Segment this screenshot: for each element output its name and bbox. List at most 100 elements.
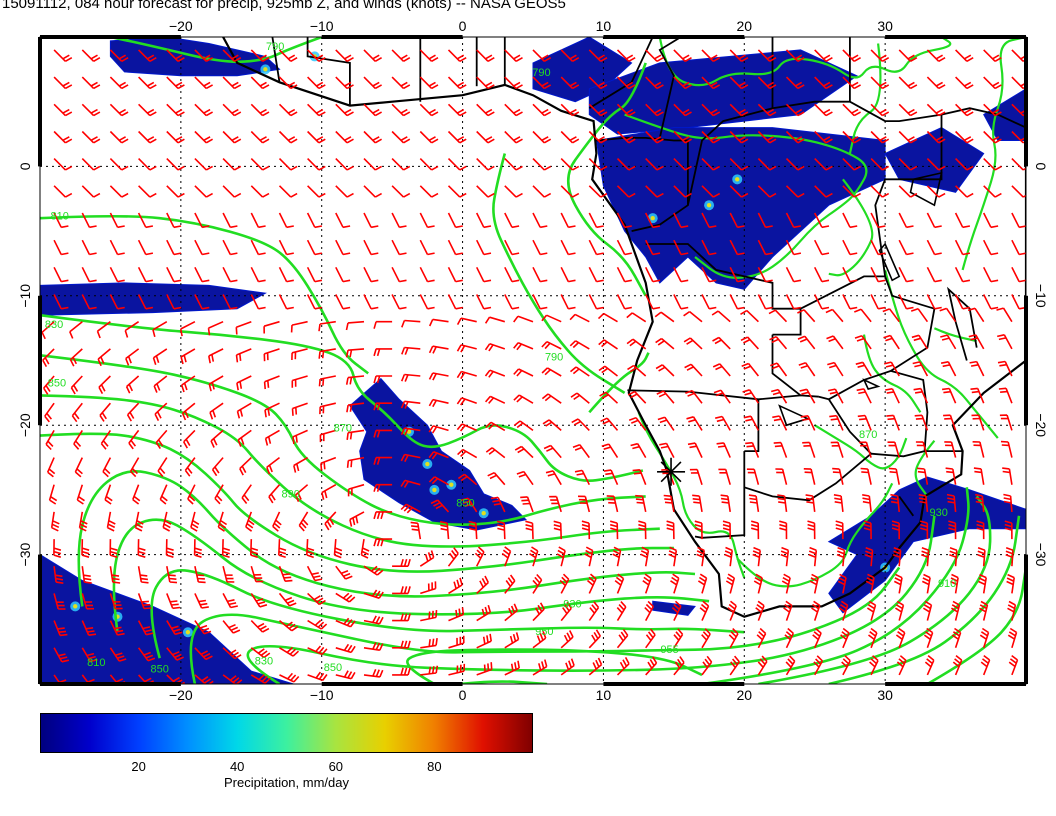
- wind-barb: [616, 185, 636, 198]
- wind-barb: [53, 130, 73, 144]
- wind-barb: [886, 414, 900, 431]
- wind-barb: [235, 320, 252, 335]
- coastline: [222, 37, 1026, 618]
- wind-barb: [222, 103, 242, 117]
- colorbar-tick: 60: [328, 759, 344, 774]
- lat-tick-right: −20: [1033, 413, 1049, 437]
- wind-barb: [194, 158, 213, 171]
- wind-barb: [250, 212, 266, 229]
- wind-barb: [572, 443, 590, 459]
- wind-barb: [543, 444, 562, 459]
- wind-barb: [842, 266, 858, 283]
- wind-barb: [842, 103, 861, 117]
- wind-barb: [729, 158, 749, 171]
- contour-label: 850: [48, 377, 66, 389]
- wind-barb: [1004, 520, 1013, 540]
- wind-barb: [813, 655, 824, 676]
- precip-core: [449, 482, 454, 487]
- wind-barb: [109, 49, 129, 62]
- wind-barb: [400, 427, 421, 436]
- wind-barb: [560, 130, 580, 144]
- wind-barb: [391, 158, 411, 171]
- wind-barb: [363, 130, 382, 144]
- wind-barb: [627, 390, 647, 404]
- wind-barb: [757, 239, 773, 256]
- wind-barb: [655, 364, 675, 377]
- wind-barb: [940, 361, 957, 377]
- wind-barb: [504, 130, 523, 144]
- wind-barb: [785, 130, 805, 144]
- wind-barb: [757, 655, 768, 676]
- wind-barb: [504, 185, 523, 198]
- wind-barb: [628, 416, 647, 431]
- wind-barb: [898, 185, 918, 198]
- wind-barb: [541, 393, 562, 404]
- wind-barb: [809, 573, 819, 594]
- lon-tick-top: 10: [596, 18, 612, 34]
- wind-barb: [513, 341, 534, 351]
- wind-barb: [513, 394, 534, 404]
- wind-barb: [757, 158, 777, 171]
- wind-barb: [968, 334, 985, 350]
- wind-barb: [504, 603, 518, 622]
- wind-barb: [166, 49, 185, 62]
- country-border: [828, 369, 929, 458]
- wind-barb: [428, 451, 449, 460]
- contour-label: 950: [535, 626, 553, 638]
- contour-label: 850: [456, 498, 474, 510]
- contour-line-land: [933, 327, 977, 343]
- wind-barb: [773, 441, 788, 458]
- wind-barb: [222, 566, 235, 583]
- wind-barb: [842, 130, 861, 144]
- wind-barb: [926, 130, 946, 144]
- wind-barb: [194, 674, 214, 684]
- wind-barb: [250, 158, 270, 171]
- wind-barb: [241, 484, 252, 504]
- wind-barb: [785, 294, 802, 310]
- wind-barb: [419, 185, 439, 198]
- wind-barb: [124, 321, 140, 338]
- wind-barb: [222, 49, 242, 62]
- wind-barb: [757, 49, 777, 62]
- wind-barb: [504, 76, 523, 90]
- colorbar-label: Precipitation, mm/day: [224, 775, 349, 790]
- wind-barb: [870, 130, 890, 144]
- wind-barb: [194, 294, 210, 310]
- wind-barb: [750, 520, 760, 540]
- wind-barb: [712, 336, 731, 350]
- wind-barb: [128, 429, 140, 450]
- wind-barb: [814, 76, 833, 90]
- wind-barb: [456, 370, 477, 380]
- wind-barb: [885, 388, 900, 404]
- wind-barb: [504, 212, 520, 229]
- wind-barb: [98, 375, 111, 394]
- wind-barb: [797, 335, 816, 350]
- wind-barb: [532, 158, 552, 171]
- wind-barb: [898, 49, 918, 62]
- wind-barb: [640, 546, 650, 567]
- wind-barb: [392, 613, 411, 622]
- wind-barb: [891, 520, 900, 540]
- wind-barb: [525, 520, 534, 540]
- geopotential-contours: [40, 37, 1026, 684]
- wind-barb: [560, 212, 576, 229]
- wind-barb: [830, 441, 844, 458]
- wind-barb: [729, 130, 749, 144]
- wind-barb: [504, 239, 520, 256]
- wind-barb: [71, 402, 83, 423]
- wind-barb: [784, 627, 795, 649]
- wind-barb: [345, 348, 365, 358]
- wind-barb: [673, 76, 692, 90]
- frame-bar-bottom: [321, 682, 463, 686]
- wind-barb: [484, 395, 506, 404]
- wind-barb: [250, 539, 259, 559]
- wind-barb: [373, 375, 393, 384]
- wind-barb: [748, 494, 760, 513]
- wind-barb: [250, 103, 270, 117]
- wind-barb: [363, 158, 382, 171]
- wind-barb: [866, 600, 877, 621]
- wind-barb: [109, 266, 125, 283]
- wind-barb: [1006, 573, 1015, 594]
- wind-barb: [81, 593, 95, 610]
- wind-barb: [701, 294, 717, 310]
